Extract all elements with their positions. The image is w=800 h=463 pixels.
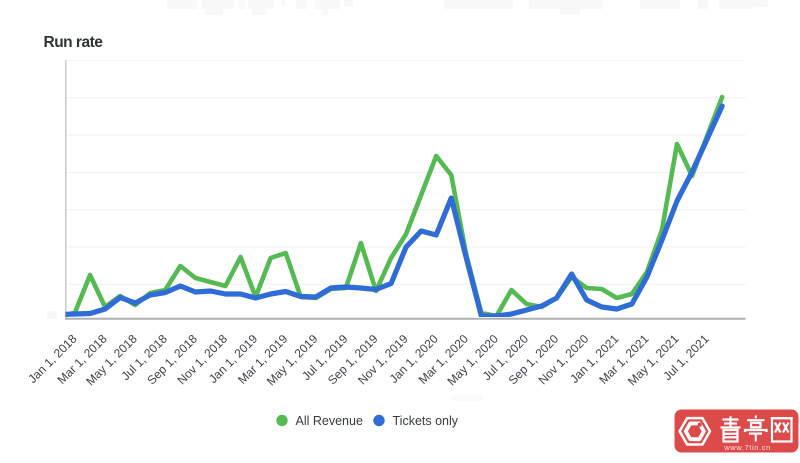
svg-text:www.7tin.cn: www.7tin.cn (723, 443, 771, 452)
svg-text:Tickets only: Tickets only (393, 414, 459, 428)
svg-text:Run rate: Run rate (44, 34, 104, 51)
svg-text:All Revenue: All Revenue (296, 414, 363, 428)
